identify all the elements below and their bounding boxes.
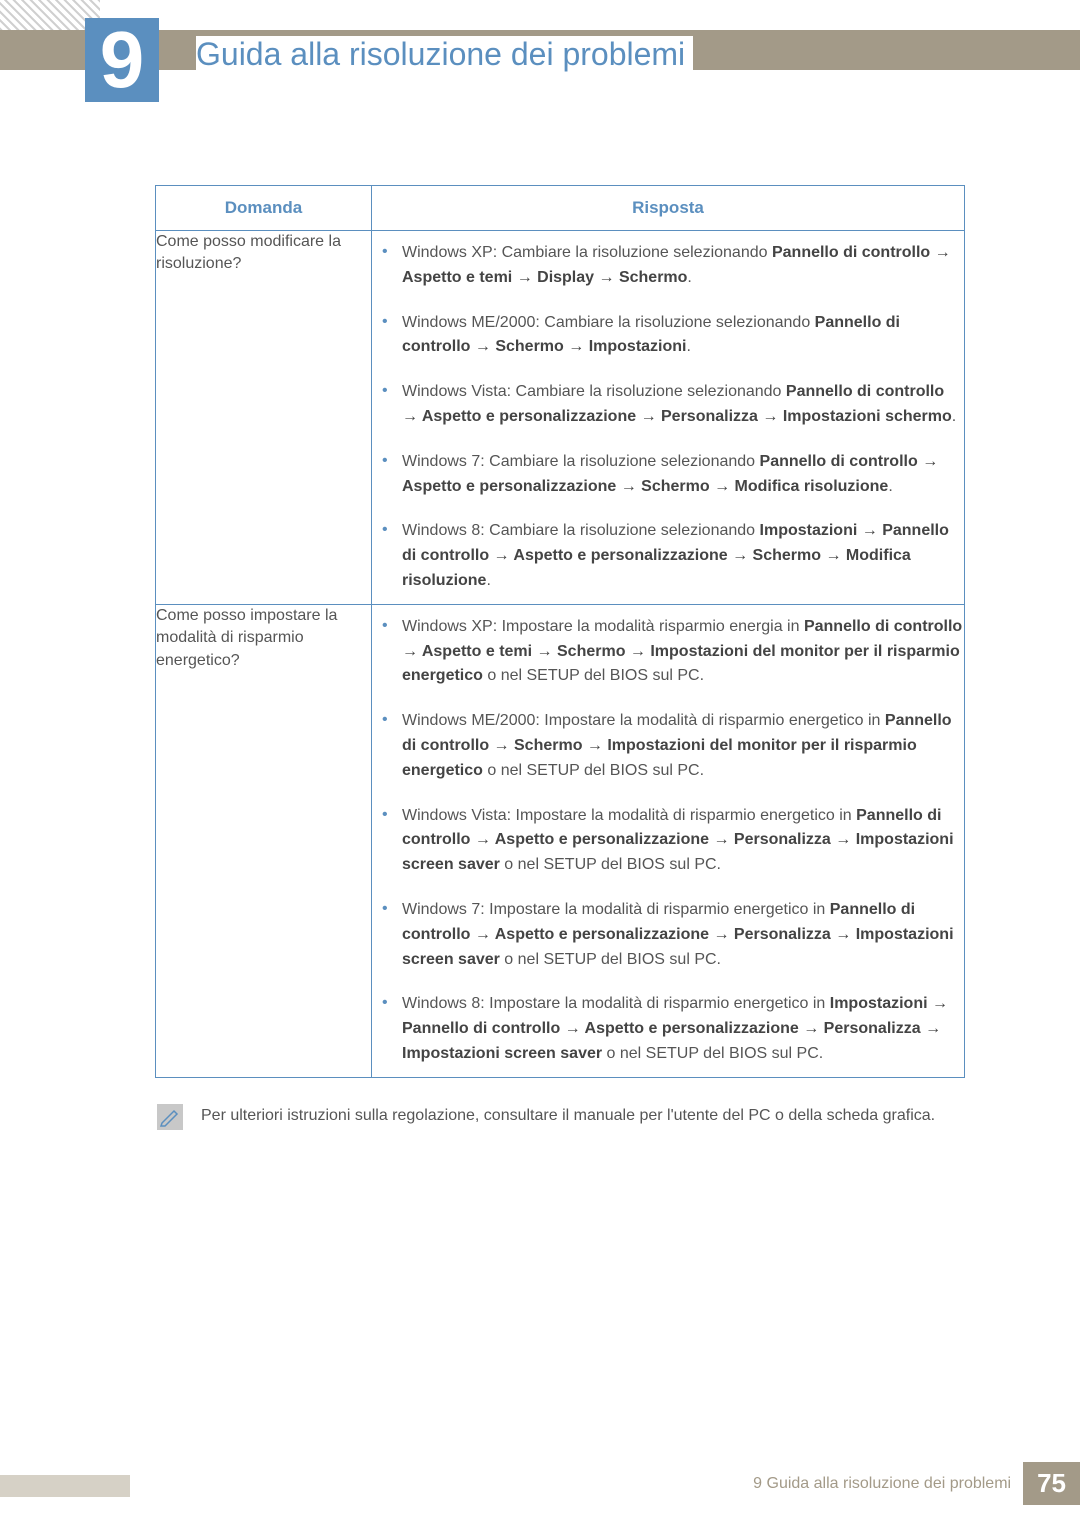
question-cell: Come posso impostare la modalità di risp…: [156, 604, 372, 1077]
col-header-question: Domanda: [156, 186, 372, 231]
answer-cell: Windows XP: Impostare la modalità rispar…: [372, 604, 965, 1077]
answer-item: Windows Vista: Cambiare la risoluzione s…: [372, 370, 964, 440]
answer-item: Windows 8: Cambiare la risoluzione selez…: [372, 509, 964, 603]
note-icon: [157, 1104, 183, 1130]
page-title: Guida alla risoluzione dei problemi: [196, 36, 693, 79]
answer-cell: Windows XP: Cambiare la risoluzione sele…: [372, 231, 965, 605]
answer-item: Windows 7: Impostare la modalità di risp…: [372, 888, 964, 982]
answer-item: Windows Vista: Impostare la modalità di …: [372, 794, 964, 888]
chapter-number: 9: [85, 18, 159, 102]
col-header-answer: Risposta: [372, 186, 965, 231]
footer-stripe: [0, 1475, 130, 1497]
answer-item: Windows 7: Cambiare la risoluzione selez…: [372, 440, 964, 510]
footer-text: 9 Guida alla risoluzione dei problemi: [753, 1475, 1011, 1493]
note-text: Per ulteriori istruzioni sulla regolazio…: [201, 1104, 935, 1128]
answer-item: Windows XP: Impostare la modalità rispar…: [372, 605, 964, 699]
content-area: Domanda Risposta Come posso modificare l…: [155, 185, 965, 1130]
note-row: Per ulteriori istruzioni sulla regolazio…: [155, 1104, 965, 1130]
footer-page-number: 75: [1023, 1462, 1080, 1505]
question-cell: Come posso modificare la risoluzione?: [156, 231, 372, 605]
faq-table: Domanda Risposta Come posso modificare l…: [155, 185, 965, 1078]
answer-item: Windows 8: Impostare la modalità di risp…: [372, 982, 964, 1076]
faq-tbody: Come posso modificare la risoluzione?Win…: [156, 231, 965, 1078]
footer: 9 Guida alla risoluzione dei problemi 75: [753, 1462, 1080, 1505]
answer-item: Windows ME/2000: Cambiare la risoluzione…: [372, 301, 964, 371]
table-row: Come posso impostare la modalità di risp…: [156, 604, 965, 1077]
answer-item: Windows XP: Cambiare la risoluzione sele…: [372, 231, 964, 301]
table-row: Come posso modificare la risoluzione?Win…: [156, 231, 965, 605]
answer-item: Windows ME/2000: Impostare la modalità d…: [372, 699, 964, 793]
